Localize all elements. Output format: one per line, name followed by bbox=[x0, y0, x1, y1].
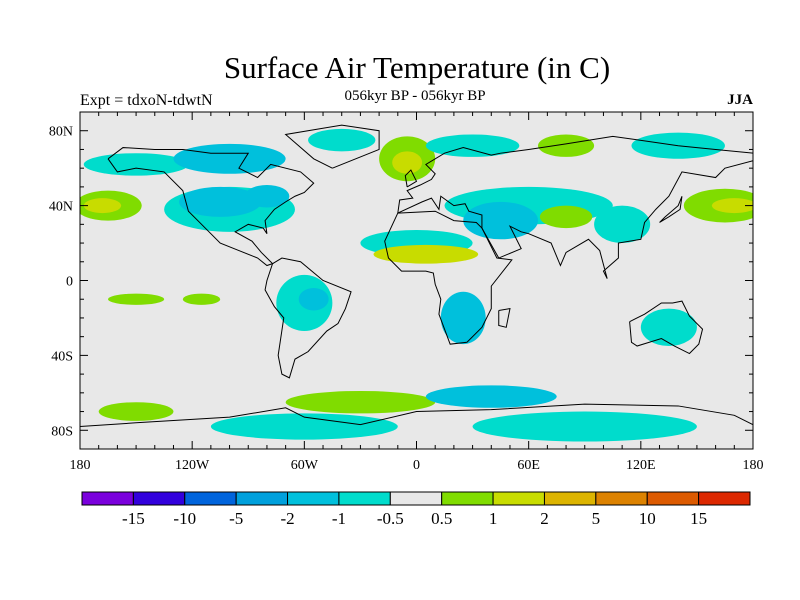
lat-tick-label: 40S bbox=[51, 349, 73, 364]
lat-tick-label: 80N bbox=[49, 125, 73, 140]
axis-ticks: 180 120W 60W 0 60E 120E 180 80N 40N 0 40S 80S bbox=[49, 111, 764, 473]
anomaly-region bbox=[640, 308, 697, 347]
anomaly-region bbox=[83, 153, 189, 176]
coastline bbox=[107, 147, 315, 267]
coastline bbox=[284, 124, 380, 169]
colorbar-swatch bbox=[338, 491, 391, 506]
anomaly-region bbox=[298, 287, 329, 311]
lat-tick-label: 40N bbox=[49, 200, 73, 215]
coastline bbox=[498, 307, 511, 328]
anomaly-region bbox=[538, 134, 595, 157]
coastline bbox=[659, 196, 683, 223]
anomaly-region bbox=[711, 198, 753, 214]
anomaly-region bbox=[285, 390, 436, 414]
colorbar-label: 0.5 bbox=[431, 509, 452, 528]
coastline bbox=[404, 169, 418, 188]
colorbar-swatch bbox=[235, 491, 289, 506]
colorbar-swatch bbox=[132, 491, 186, 506]
colorbar-swatch bbox=[441, 491, 494, 506]
anomaly-region bbox=[83, 198, 122, 214]
plot-subtitle: 056kyr BP - 056kyr BP bbox=[344, 88, 486, 104]
colorbar-swatch bbox=[184, 491, 237, 506]
colorbar-label: -0.5 bbox=[377, 509, 404, 528]
coastline bbox=[264, 257, 352, 379]
anomaly-region bbox=[594, 205, 651, 244]
colorbar: -15 -10 -5 -2 -1 -0.5 0.5 1 2 5 10 15 bbox=[81, 491, 751, 528]
anomaly-region bbox=[308, 128, 376, 152]
colorbar-label: 2 bbox=[540, 509, 549, 528]
colorbar-label: 15 bbox=[690, 509, 707, 528]
lon-tick-label: 0 bbox=[413, 458, 420, 473]
anomaly-region bbox=[539, 205, 593, 229]
lat-tick-label: 80S bbox=[51, 424, 73, 439]
lon-tick-label: 120E bbox=[626, 458, 656, 473]
lat-tick-label: 0 bbox=[66, 275, 73, 290]
coastlines bbox=[80, 124, 753, 428]
anomaly-region bbox=[173, 143, 286, 174]
colorbar-swatch bbox=[389, 491, 443, 506]
lon-tick-label: 60E bbox=[517, 458, 540, 473]
colorbar-swatch bbox=[646, 491, 700, 506]
lon-tick-label: 180 bbox=[743, 458, 764, 473]
plot-title: Surface Air Temperature (in C) bbox=[223, 50, 611, 85]
colorbar-label: 1 bbox=[489, 509, 498, 528]
coastline bbox=[384, 210, 513, 345]
anomaly-region bbox=[98, 402, 174, 421]
colorbar-label: 10 bbox=[639, 509, 656, 528]
season-label: JJA bbox=[727, 92, 753, 108]
colorbar-swatch bbox=[81, 491, 134, 506]
colorbar-label: -2 bbox=[280, 509, 294, 528]
anomaly-region bbox=[392, 151, 423, 174]
colorbar-label: -1 bbox=[332, 509, 346, 528]
colorbar-swatch bbox=[492, 491, 545, 506]
colorbar-label: -5 bbox=[229, 509, 243, 528]
colorbar-swatch bbox=[595, 491, 648, 506]
anomaly-region bbox=[472, 411, 697, 442]
colorbar-swatch bbox=[287, 491, 340, 506]
anomaly-region bbox=[425, 134, 520, 157]
lon-tick-label: 180 bbox=[70, 458, 91, 473]
lon-tick-label: 60W bbox=[291, 458, 319, 473]
anomaly-region bbox=[179, 186, 262, 217]
anomaly-region bbox=[463, 201, 539, 240]
lon-tick-label: 120W bbox=[175, 458, 210, 473]
anomaly-regions bbox=[80, 128, 753, 442]
experiment-label: Expt = tdxoN-tdwtN bbox=[80, 92, 213, 109]
anomaly-region bbox=[182, 293, 221, 305]
anomaly-region bbox=[440, 291, 486, 345]
anomaly-region bbox=[244, 185, 290, 208]
coastline bbox=[80, 403, 753, 428]
coastline bbox=[629, 300, 704, 355]
coastline bbox=[397, 135, 753, 279]
anomaly-region bbox=[210, 413, 398, 440]
colorbar-label: 5 bbox=[592, 509, 601, 528]
anomaly-region bbox=[373, 244, 479, 264]
colorbar-label: -10 bbox=[173, 509, 196, 528]
colorbar-label: -15 bbox=[122, 509, 145, 528]
anomaly-region bbox=[108, 293, 165, 305]
colorbar-swatch bbox=[543, 491, 597, 506]
anomaly-region bbox=[425, 385, 557, 408]
colorbar-swatch bbox=[698, 491, 751, 506]
